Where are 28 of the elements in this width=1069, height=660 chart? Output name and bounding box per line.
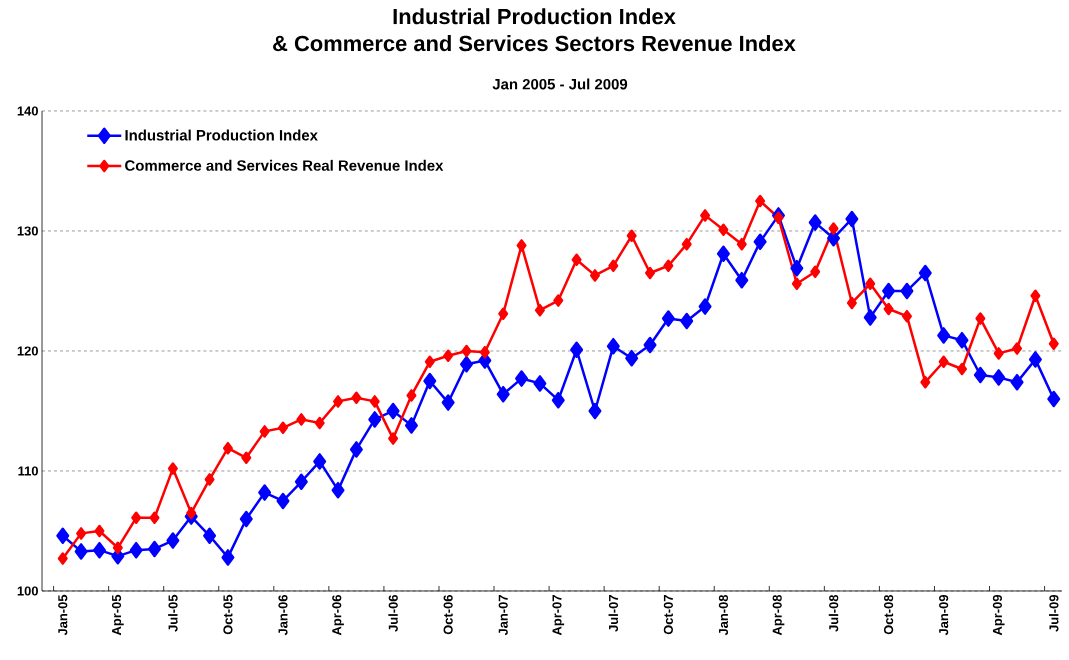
legend-label: Commerce and Services Real Revenue Index	[125, 159, 444, 171]
x-tick-label: Oct-05	[223, 594, 233, 635]
y-tick-label: 120	[17, 346, 38, 356]
y-tick-label: 100	[17, 586, 38, 596]
x-tick-label: Jul-05	[168, 594, 178, 632]
x-tick-label: Apr-06	[332, 594, 344, 636]
x-tick-label: Apr-09	[992, 594, 1005, 636]
x-tick-label: Jan-07	[498, 595, 508, 636]
x-tick-label: Jan-06	[278, 594, 288, 636]
y-tick-label: 130	[17, 226, 38, 236]
x-tick-label: Jan-05	[58, 594, 68, 636]
y-tick-label: 110	[18, 466, 38, 476]
x-tick-label: Apr-08	[772, 594, 785, 636]
x-tick-label: Jul-08	[828, 594, 839, 632]
x-tick-label: Jul-09	[1048, 594, 1059, 632]
x-tick-label: Jul-06	[388, 594, 398, 632]
y-tick-label: 140	[17, 106, 38, 116]
x-tick-label: Jan-08	[718, 594, 729, 636]
chart-title: Industrial Production Index & Commerce and Services Sectors Revenue Index	[273, 8, 796, 52]
x-tick-label: Oct-07	[663, 595, 673, 635]
x-tick-label: Apr-07	[552, 595, 565, 636]
x-tick-label: Oct-08	[884, 594, 894, 635]
legend-label: Industrial Production Index	[125, 129, 318, 141]
x-tick-label: Apr-05	[111, 594, 124, 636]
x-tick-label: Jan-09	[939, 594, 949, 636]
chart-subtitle: Jan 2005 - Jul 2009	[492, 78, 628, 90]
x-tick-label: Jul-07	[608, 595, 619, 632]
x-tick-label: Oct-06	[443, 594, 453, 635]
